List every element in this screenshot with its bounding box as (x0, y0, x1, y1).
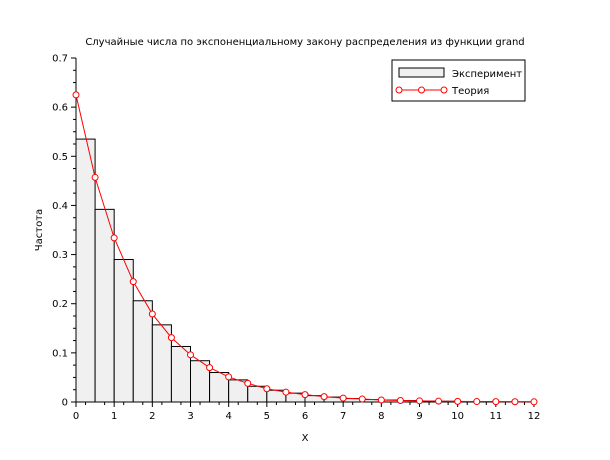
theory-series (72, 91, 538, 406)
y-tick-label: 0.3 (52, 250, 68, 261)
x-tick-label: 5 (264, 411, 270, 422)
y-tick-label: 0 (62, 398, 68, 409)
theory-point (72, 91, 80, 99)
theory-point (282, 388, 290, 396)
theory-point (377, 396, 385, 404)
theory-point (473, 398, 481, 406)
theory-point (244, 379, 252, 387)
theory-point (454, 397, 462, 405)
theory-point (187, 351, 194, 359)
y-tick-label: 0.6 (52, 103, 68, 114)
x-tick-label: 9 (416, 411, 422, 422)
theory-point (320, 393, 328, 401)
legend-histogram-label: Эксперимент (452, 69, 522, 80)
legend-histogram-swatch (398, 67, 445, 78)
y-tick-label: 0.1 (52, 348, 68, 359)
histogram-bars (75, 138, 535, 403)
theory-point (129, 278, 137, 286)
theory-point (91, 173, 99, 181)
theory-point (416, 397, 423, 405)
x-tick-label: 2 (149, 411, 155, 422)
y-axis-label: Частота (34, 209, 45, 251)
theory-point (225, 373, 233, 381)
theory-point (435, 397, 443, 405)
theory-point (396, 397, 404, 405)
x-tick-label: 10 (451, 411, 464, 422)
x-tick-label: 8 (378, 411, 384, 422)
y-tick-label: 0.5 (52, 152, 68, 163)
x-tick-label: 7 (340, 411, 346, 422)
theory-point (206, 364, 214, 372)
x-tick-label: 3 (187, 411, 193, 422)
x-tick-label: 12 (528, 411, 541, 422)
theory-point (339, 394, 347, 402)
legend-line-label: Теория (451, 86, 489, 97)
legend-box (391, 59, 526, 102)
chart-title: Случайные числа по экспоненциальному зак… (85, 37, 524, 48)
y-tick-label: 0.7 (52, 54, 68, 65)
legend-line-marker (395, 86, 403, 94)
x-tick-label: 0 (73, 411, 79, 422)
theory-point (511, 398, 519, 406)
theory-point (148, 310, 156, 318)
theory-point (167, 334, 175, 342)
legend-line-marker (440, 86, 448, 94)
x-tick-label: 6 (302, 411, 308, 422)
x-tick-label: 4 (225, 411, 231, 422)
y-tick-label: 0.2 (52, 299, 68, 310)
x-tick-label: 1 (111, 411, 117, 422)
theory-point (263, 385, 271, 393)
x-axis-label: X (302, 433, 309, 444)
legend-line-marker (418, 86, 425, 94)
x-tick-label: 11 (489, 411, 502, 422)
theory-point (110, 234, 118, 242)
y-tick-label: 0.4 (52, 201, 68, 212)
theory-point (530, 398, 538, 406)
theory-point (492, 398, 500, 406)
theory-point (358, 395, 366, 403)
legend: Эксперимент Теория (391, 59, 526, 102)
theory-point (301, 391, 309, 399)
